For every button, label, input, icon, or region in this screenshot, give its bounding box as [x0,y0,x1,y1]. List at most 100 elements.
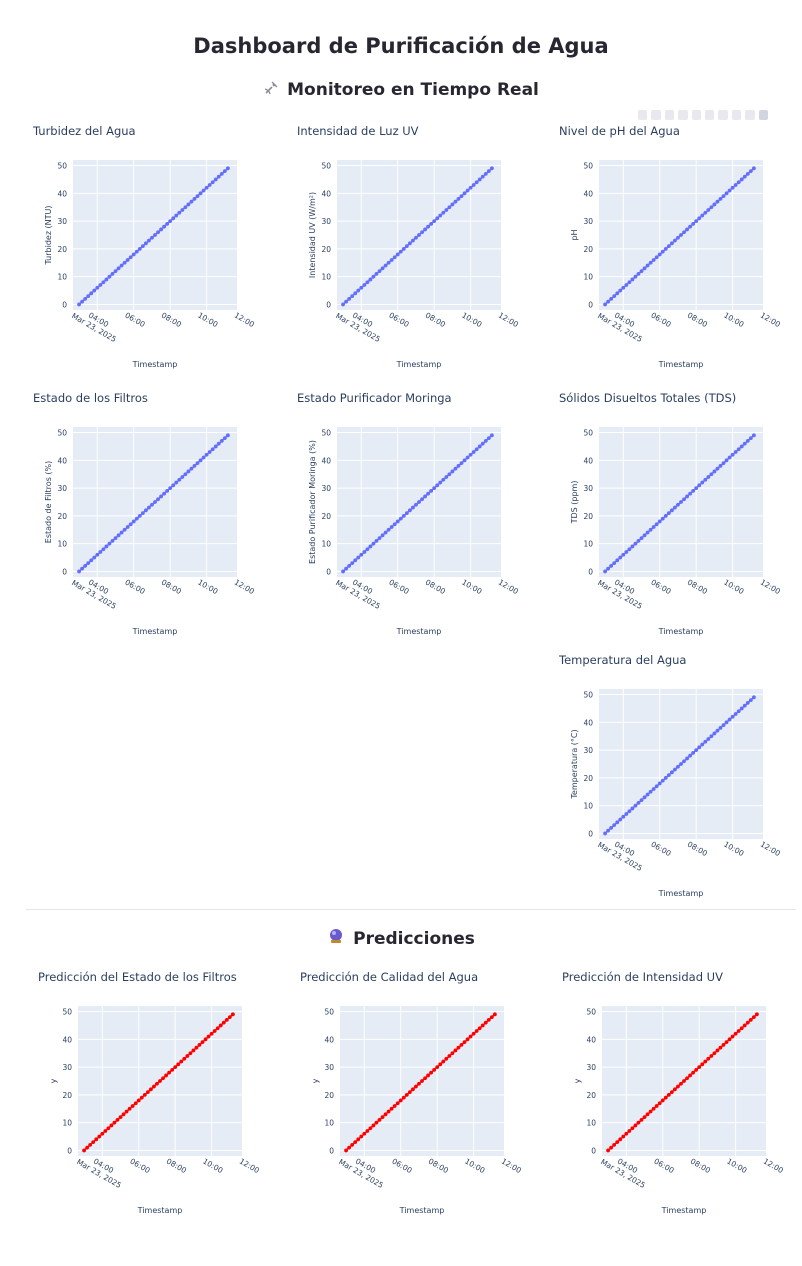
data-point[interactable] [210,180,215,185]
data-point[interactable] [727,188,732,193]
data-point[interactable] [197,1042,202,1047]
data-point[interactable] [691,221,696,226]
data-point[interactable] [444,1056,449,1061]
data-point[interactable] [392,255,397,260]
data-point[interactable] [603,302,607,307]
data-point[interactable] [401,1095,406,1100]
data-point[interactable] [706,475,711,479]
data-point[interactable] [112,1120,117,1125]
data-point[interactable] [101,547,106,552]
data-point[interactable] [679,233,683,237]
data-point[interactable] [742,703,747,708]
data-point[interactable] [125,525,130,529]
data-point[interactable] [676,235,680,240]
data-point[interactable] [140,244,145,249]
data-point[interactable] [134,249,139,254]
data-point[interactable] [489,1015,494,1020]
data-point[interactable] [377,269,382,274]
data-point[interactable] [179,1059,184,1064]
data-point[interactable] [420,497,424,502]
camera-icon[interactable] [638,110,648,120]
data-point[interactable] [709,205,714,210]
data-point[interactable] [347,563,352,568]
data-point[interactable] [651,525,656,529]
data-point[interactable] [483,438,488,443]
data-point[interactable] [131,519,136,524]
data-point[interactable] [736,447,741,452]
data-point[interactable] [207,450,212,454]
data-point[interactable] [432,1067,437,1072]
data-point[interactable] [383,263,388,268]
data-point[interactable] [347,1145,352,1150]
data-point[interactable] [142,1092,147,1097]
data-point[interactable] [438,480,443,485]
data-point[interactable] [156,497,160,502]
data-point[interactable] [694,219,699,224]
data-point[interactable] [350,1142,355,1147]
data-point[interactable] [727,455,732,460]
data-point[interactable] [386,1109,391,1114]
data-point[interactable] [426,1073,430,1078]
data-point[interactable] [606,299,611,304]
data-point[interactable] [477,1026,482,1031]
data-point[interactable] [347,296,352,301]
chart-panel[interactable]: Estado de los Filtros 0 10 20 30 40 50 04:00Mar… [33,391,273,641]
data-point[interactable] [435,483,440,488]
data-point[interactable] [733,1031,738,1036]
data-point[interactable] [124,1109,129,1114]
data-point[interactable] [697,745,702,750]
data-point[interactable] [365,280,370,285]
data-point[interactable] [712,1051,717,1056]
data-point[interactable] [404,511,409,516]
data-point[interactable] [423,227,427,232]
data-point[interactable] [133,1101,138,1106]
data-point[interactable] [709,472,714,477]
data-point[interactable] [162,491,167,496]
data-point[interactable] [143,241,148,246]
data-point[interactable] [426,491,431,496]
data-point[interactable] [654,784,659,789]
data-point[interactable] [150,502,154,507]
data-point[interactable] [453,1048,458,1053]
data-point[interactable] [654,1104,659,1108]
data-point[interactable] [97,1134,102,1139]
data-point[interactable] [435,1065,440,1070]
data-point[interactable] [116,533,121,538]
data-point[interactable] [462,191,467,196]
data-point[interactable] [477,177,482,182]
data-point[interactable] [685,1076,689,1081]
data-point[interactable] [365,1129,370,1133]
data-point[interactable] [624,1131,629,1136]
chart-panel[interactable]: Temperatura del Agua 0 10 20 30 40 50 04:00Mar … [559,653,799,903]
data-point[interactable] [362,1131,367,1136]
data-point[interactable] [468,452,473,457]
data-point[interactable] [483,171,488,176]
chart-panel[interactable]: Estado Purificador Moringa 0 10 20 30 40 50 04:… [297,391,537,641]
data-point[interactable] [95,552,100,557]
data-point[interactable] [136,1098,141,1103]
data-point[interactable] [389,525,394,529]
data-point[interactable] [94,1137,99,1142]
data-point[interactable] [666,1092,671,1097]
data-point[interactable] [715,199,720,204]
data-point[interactable] [645,1112,650,1117]
data-point[interactable] [344,566,349,571]
data-point[interactable] [89,291,94,296]
data-point[interactable] [359,285,364,290]
plotly-logo-icon[interactable] [758,110,769,120]
data-point[interactable] [83,563,88,568]
data-point[interactable] [350,561,355,566]
data-point[interactable] [471,1031,476,1036]
data-point[interactable] [642,1115,647,1120]
data-point[interactable] [444,208,449,212]
box-select-icon[interactable] [678,110,688,120]
data-point[interactable] [414,502,418,507]
data-point[interactable] [86,561,91,566]
data-point[interactable] [128,522,133,527]
data-point[interactable] [685,494,689,499]
data-point[interactable] [636,1120,641,1125]
data-point[interactable] [401,246,406,251]
data-point[interactable] [103,1129,108,1133]
data-point[interactable] [612,1142,617,1147]
